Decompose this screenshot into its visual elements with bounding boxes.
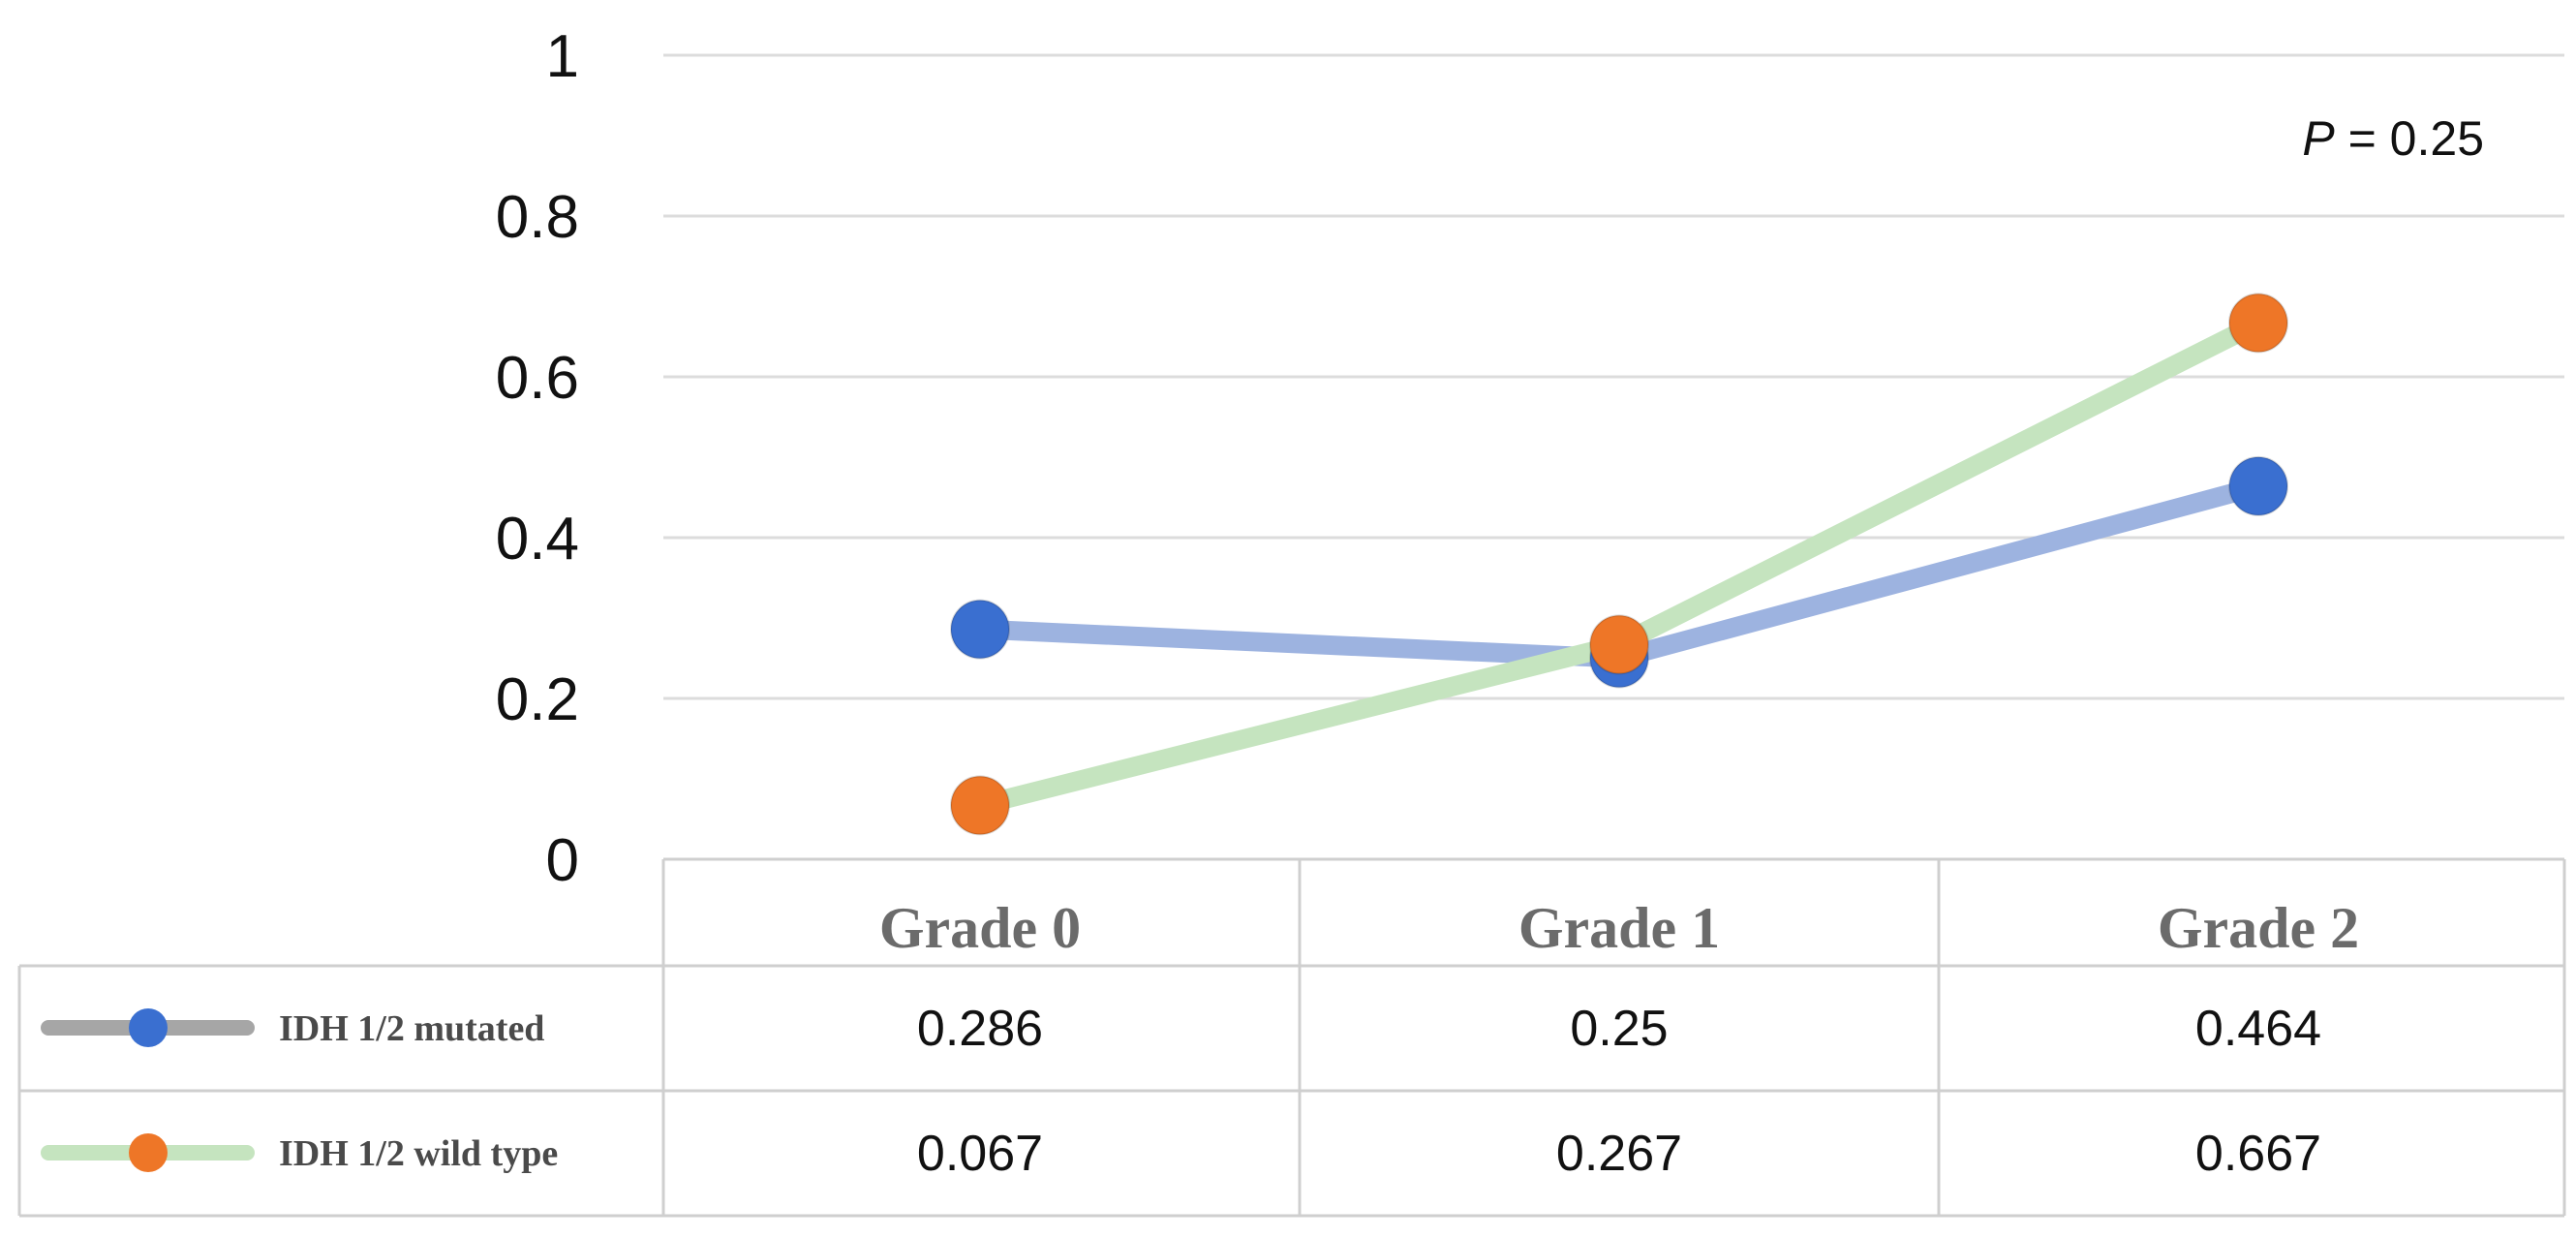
series-lines: [950, 293, 2288, 836]
table-cell-value: 0.067: [917, 1126, 1043, 1182]
table-cell-value: 0.267: [1556, 1126, 1682, 1182]
table-cell-value: 0.286: [917, 1001, 1043, 1057]
p-value: = 0.25: [2335, 111, 2484, 166]
table-cell-value: 0.667: [2195, 1126, 2321, 1182]
p-symbol: P: [2302, 111, 2335, 166]
y-axis-ticks: 0 0.2 0.4 0.6 0.8 1: [496, 23, 579, 894]
category-label: Grade 2: [2158, 896, 2359, 960]
data-point: [2228, 293, 2288, 354]
p-value-annotation-group: P = 0.25: [2302, 111, 2484, 166]
legend-marker: [129, 1133, 168, 1172]
legend-label: IDH 1/2 mutated: [279, 1008, 544, 1049]
y-tick-label: 0.2: [496, 666, 579, 733]
y-tick-label: 0: [546, 827, 579, 894]
table-cell-value: 0.25: [1570, 1001, 1668, 1057]
data-point: [950, 599, 1010, 660]
p-value-annotation: P = 0.25: [2302, 111, 2484, 166]
series-line: [970, 313, 2268, 816]
data-point: [950, 775, 1010, 836]
table-cell-value: 0.464: [2195, 1001, 2321, 1057]
y-tick-label: 0.6: [496, 345, 579, 412]
y-tick-label: 1: [546, 23, 579, 90]
legend-marker: [129, 1008, 168, 1047]
legend-label: IDH 1/2 wild type: [279, 1133, 558, 1174]
category-label: Grade 1: [1518, 896, 1720, 960]
category-label: Grade 0: [879, 896, 1081, 960]
data-table: Grade 0 Grade 1 Grade 2 IDH 1/2 mutated 0.28…: [17, 857, 2566, 1218]
data-point: [2228, 455, 2288, 516]
data-point: [1589, 614, 1649, 675]
gridlines: [663, 53, 2564, 700]
y-tick-label: 0.4: [496, 506, 579, 573]
y-tick-label: 0.8: [496, 184, 579, 251]
